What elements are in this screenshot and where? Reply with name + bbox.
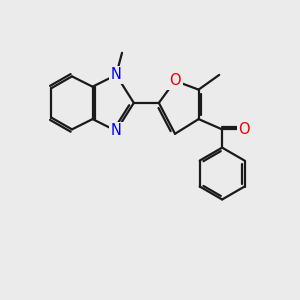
Text: O: O bbox=[238, 122, 250, 137]
Text: N: N bbox=[111, 68, 122, 82]
Text: O: O bbox=[169, 73, 181, 88]
Text: N: N bbox=[111, 123, 122, 138]
